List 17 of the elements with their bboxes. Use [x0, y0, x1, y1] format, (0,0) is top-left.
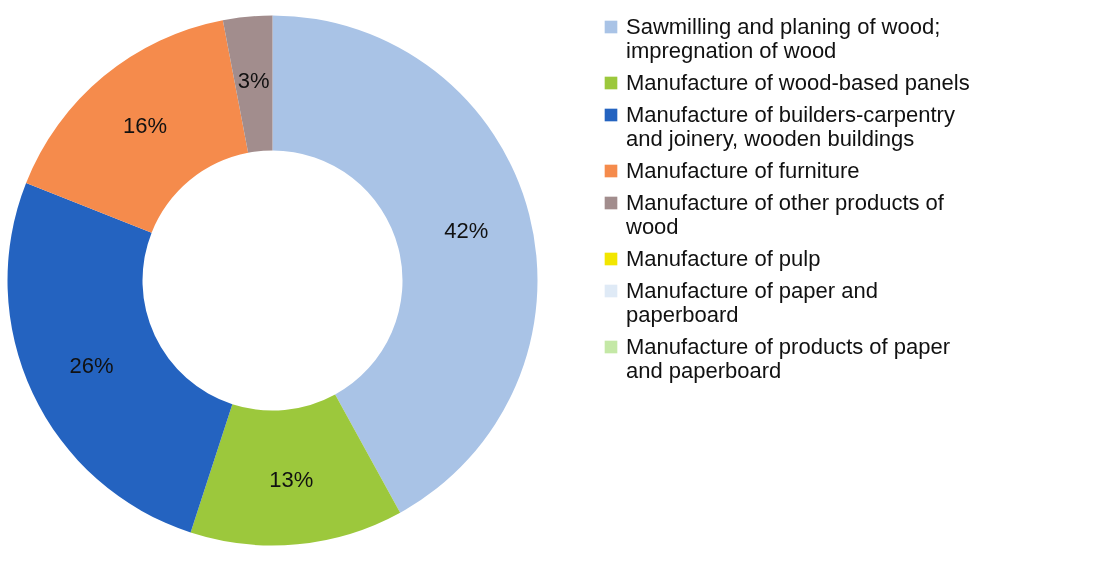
legend-label: Manufacture of products of paper and paperboard — [626, 334, 951, 383]
data-label: 3% — [237, 68, 270, 94]
data-label: 42% — [444, 217, 489, 243]
legend-label: Manufacture of furniture — [626, 158, 860, 183]
donut-slice — [272, 15, 537, 513]
legend-label: Sawmilling and planing of wood; impregnation of wood — [626, 14, 941, 63]
legend-label: Manufacture of pulp — [626, 246, 821, 271]
legend-label: Manufacture of wood-based panels — [626, 70, 970, 95]
donut-slice — [222, 15, 273, 153]
donut-slice — [7, 182, 233, 533]
data-label: 13% — [269, 466, 314, 492]
legend-label: Manufacture of other products of wood — [625, 190, 945, 239]
legend-label: Manufacture of paper and paperboard — [626, 278, 878, 327]
data-label: 26% — [69, 352, 114, 378]
donut-slice — [190, 394, 401, 546]
legend-label: Manufacture of builders-carpentry and joinery, wooden buildings — [626, 102, 955, 151]
data-label: 16% — [122, 113, 168, 139]
